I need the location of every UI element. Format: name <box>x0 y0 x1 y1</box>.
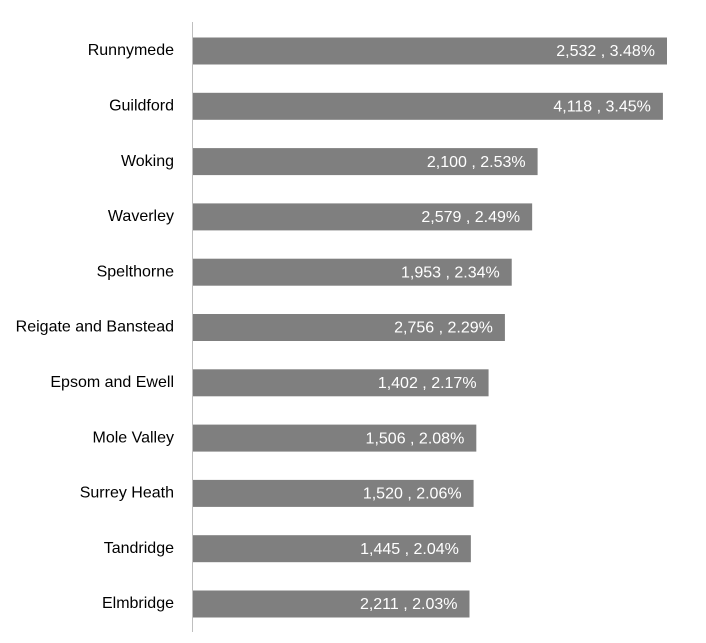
category-label: Guildford <box>109 98 174 115</box>
bar <box>193 37 667 65</box>
category-label: Runnymede <box>88 42 174 59</box>
category-label: Surrey Heath <box>80 485 174 502</box>
bar <box>193 314 505 341</box>
data-label: 1,520 , 2.06% <box>363 486 462 503</box>
category-label: Epsom and Ewell <box>50 374 174 391</box>
data-label: 2,756 , 2.29% <box>394 320 493 337</box>
category-label: Reigate and Banstead <box>16 319 174 336</box>
category-label: Mole Valley <box>92 429 174 446</box>
bar <box>193 590 470 618</box>
category-label: Spelthorne <box>97 263 174 280</box>
data-label: 1,445 , 2.04% <box>360 541 459 558</box>
data-label: 2,100 , 2.53% <box>427 154 526 171</box>
data-label: 2,579 , 2.49% <box>421 209 520 226</box>
data-label: 2,532 , 3.48% <box>556 43 655 60</box>
bar <box>193 535 471 563</box>
category-label: Elmbridge <box>102 595 174 612</box>
bar <box>193 424 477 452</box>
bar <box>193 369 489 397</box>
data-label: 2,211 , 2.03% <box>360 596 458 613</box>
bar <box>193 148 538 176</box>
bar <box>193 479 474 507</box>
data-label: 4,118 , 3.45% <box>553 99 651 116</box>
bar <box>193 92 663 120</box>
bar <box>193 258 512 286</box>
category-label: Waverley <box>108 208 174 225</box>
bar <box>193 203 533 231</box>
data-label: 1,953 , 2.34% <box>401 264 500 281</box>
data-label: 1,402 , 2.17% <box>378 375 477 392</box>
category-label: Woking <box>121 153 174 170</box>
data-label: 1,506 , 2.08% <box>366 430 465 447</box>
category-label: Tandridge <box>104 540 174 557</box>
